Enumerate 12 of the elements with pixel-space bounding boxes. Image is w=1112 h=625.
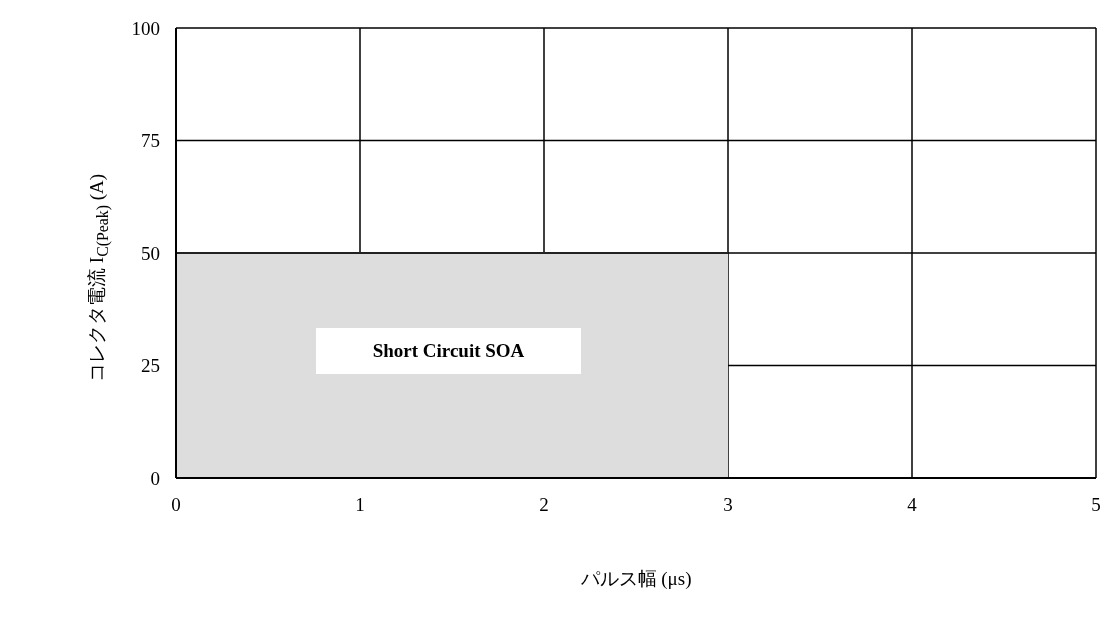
x-tick-label: 4 bbox=[907, 494, 918, 516]
x-tick-label: 2 bbox=[539, 494, 549, 516]
x-tick-label: 3 bbox=[723, 494, 733, 516]
y-tick-label: 25 bbox=[141, 355, 160, 377]
x-tick-label: 0 bbox=[171, 494, 181, 516]
y-tick-label: 100 bbox=[131, 17, 160, 39]
x-tick-label: 5 bbox=[1091, 494, 1101, 516]
y-tick-label: 0 bbox=[150, 467, 160, 489]
y-tick-label: 75 bbox=[141, 130, 160, 152]
y-tick-label: 50 bbox=[141, 242, 160, 264]
x-axis-title: パルス幅 (μs) bbox=[579, 567, 693, 591]
x-tick-label: 1 bbox=[355, 494, 365, 516]
